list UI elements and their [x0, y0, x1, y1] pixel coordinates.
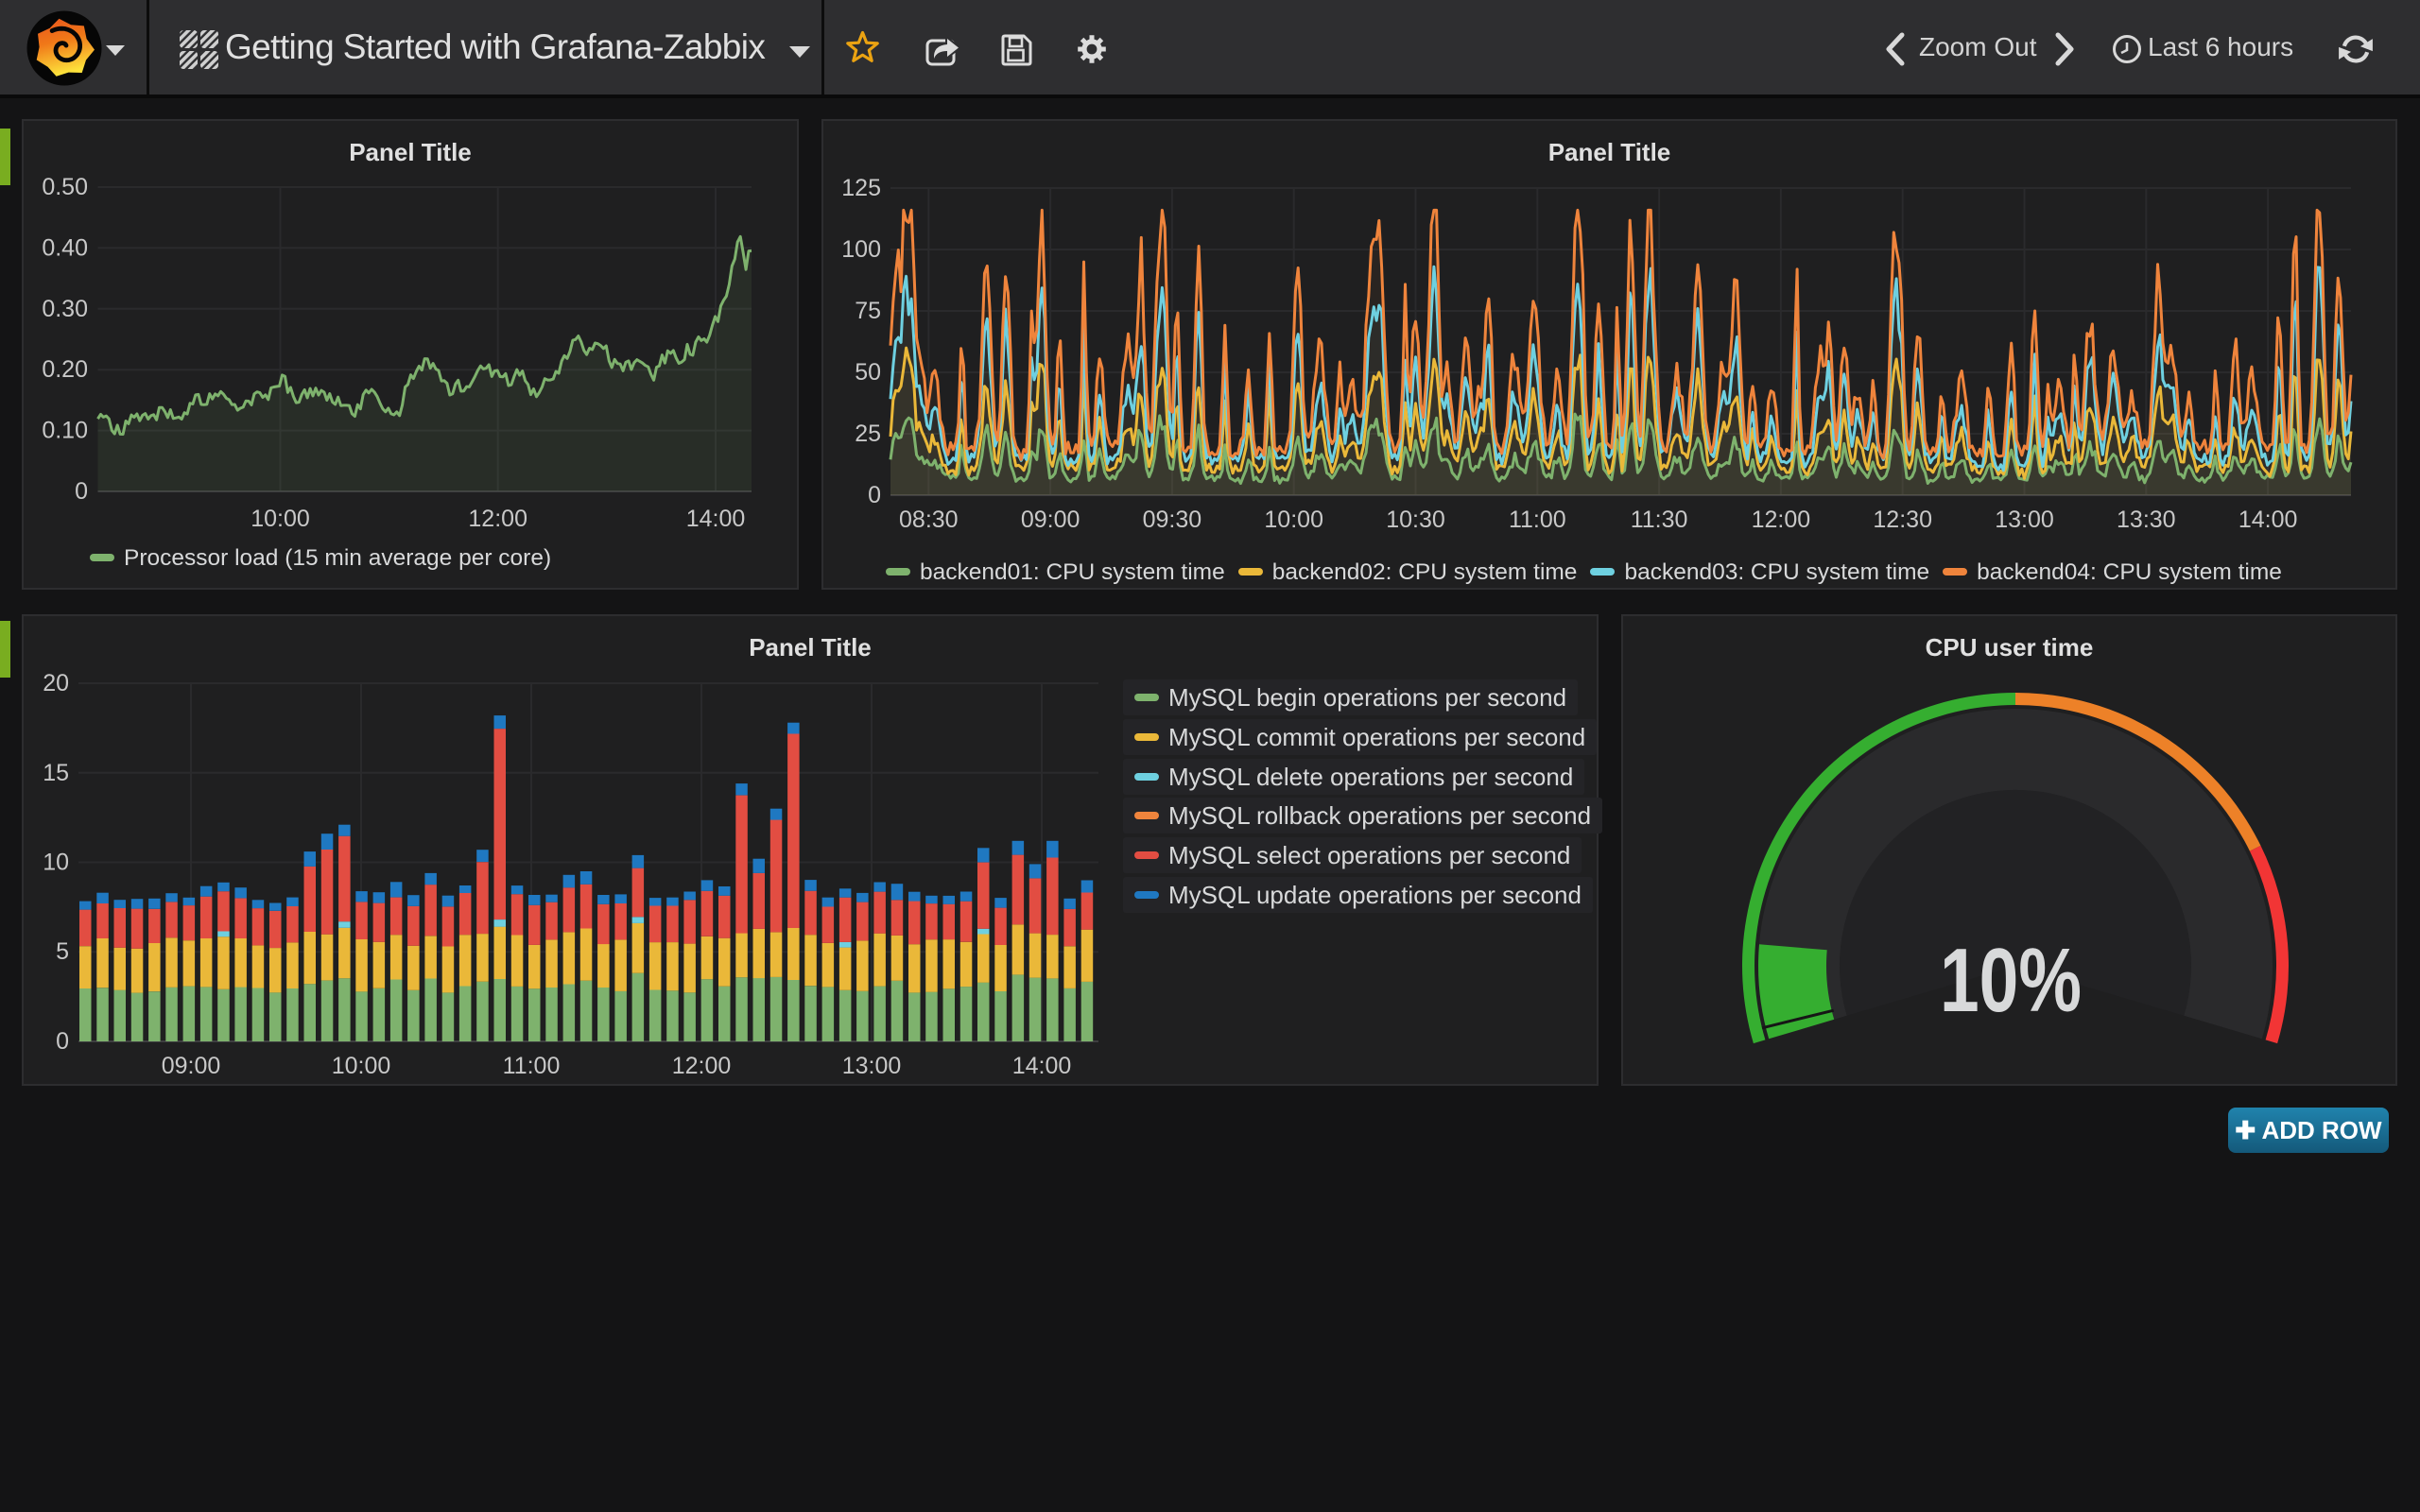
svg-text:09:30: 09:30	[1143, 507, 1202, 533]
svg-text:25: 25	[855, 421, 881, 447]
svg-text:20: 20	[43, 670, 69, 696]
svg-text:10:00: 10:00	[251, 506, 310, 532]
svg-text:11:00: 11:00	[1509, 507, 1566, 533]
svg-text:13:00: 13:00	[842, 1053, 902, 1079]
svg-text:0: 0	[868, 482, 881, 508]
svg-text:09:00: 09:00	[162, 1053, 221, 1079]
svg-text:14:00: 14:00	[2238, 507, 2298, 533]
svg-text:0.20: 0.20	[42, 356, 88, 383]
svg-text:0.10: 0.10	[42, 418, 88, 444]
svg-text:125: 125	[841, 175, 881, 201]
svg-text:11:00: 11:00	[503, 1053, 561, 1079]
svg-text:12:00: 12:00	[1752, 507, 1811, 533]
svg-text:10:30: 10:30	[1386, 507, 1445, 533]
svg-text:12:30: 12:30	[1873, 507, 1932, 533]
svg-text:0.40: 0.40	[42, 234, 88, 261]
svg-text:0: 0	[75, 478, 88, 505]
svg-text:13:30: 13:30	[2117, 507, 2176, 533]
svg-text:15: 15	[43, 760, 69, 786]
svg-text:50: 50	[855, 359, 881, 386]
svg-text:10:00: 10:00	[332, 1053, 391, 1079]
svg-text:0.30: 0.30	[42, 296, 88, 322]
svg-text:100: 100	[841, 236, 881, 263]
svg-text:5: 5	[56, 938, 69, 965]
svg-text:0.50: 0.50	[42, 174, 88, 200]
svg-text:75: 75	[855, 298, 881, 324]
svg-text:10%: 10%	[1940, 930, 2082, 1031]
svg-text:12:00: 12:00	[672, 1053, 732, 1079]
svg-text:13:00: 13:00	[1995, 507, 2054, 533]
svg-text:11:30: 11:30	[1631, 507, 1688, 533]
svg-text:08:30: 08:30	[899, 507, 959, 533]
svg-text:10:00: 10:00	[1264, 507, 1323, 533]
svg-text:10: 10	[43, 850, 69, 876]
svg-text:12:00: 12:00	[468, 506, 527, 532]
svg-text:0: 0	[56, 1028, 69, 1055]
svg-text:09:00: 09:00	[1021, 507, 1080, 533]
svg-text:14:00: 14:00	[686, 506, 746, 532]
svg-text:14:00: 14:00	[1012, 1053, 1072, 1079]
